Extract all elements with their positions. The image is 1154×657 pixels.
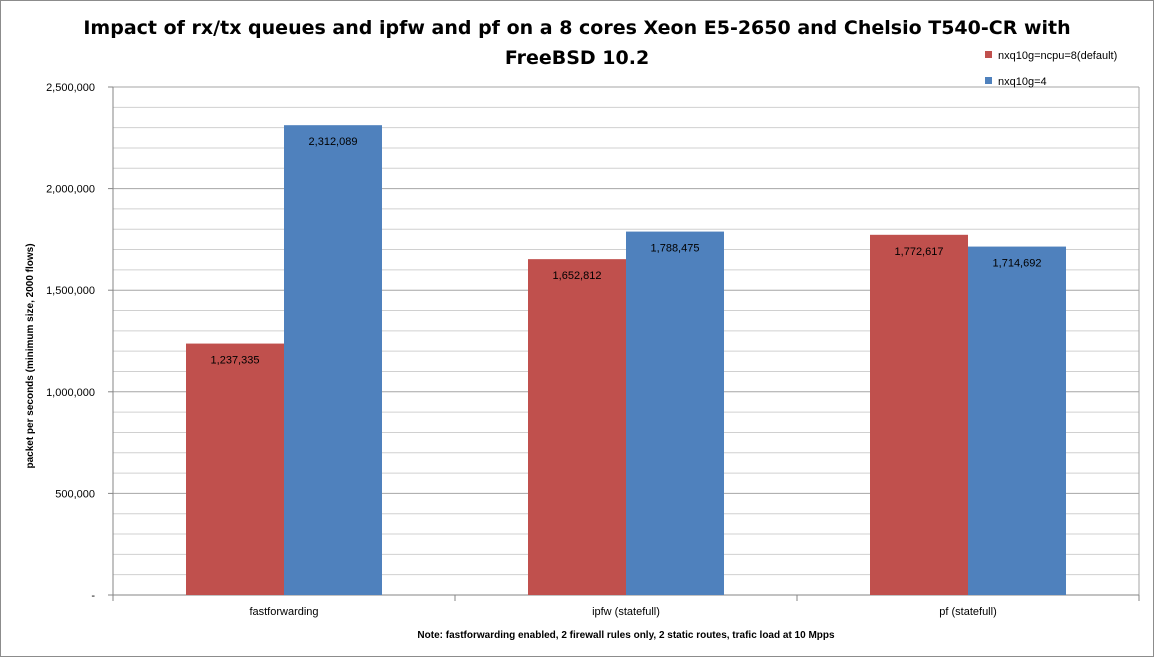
chart-title: Impact of rx/tx queues and ipfw and pf o… [83,17,1070,69]
y-axis-title: packet per seconds (minimum size, 2000 f… [25,243,36,468]
legend-entry: nxq10g=ncpu=8(default) [998,50,1117,62]
y-tick-label: 1,500,000 [46,285,95,297]
x-axis-title: Note: fastforwarding enabled, 2 firewall… [417,630,835,641]
bar [186,343,284,595]
chart-title-line: Impact of rx/tx queues and ipfw and pf o… [83,17,1070,39]
bar [626,231,724,595]
chart-title-line: FreeBSD 10.2 [505,47,649,69]
legend-entry: nxq10g=4 [998,76,1047,88]
y-tick-label: 2,500,000 [46,82,95,94]
x-category-label: ipfw (statefull) [592,606,660,618]
data-labels: 1,237,335 1,652,812 1,772,617 2,312,089 1,78… [211,136,1042,366]
bar-value-label: 1,788,475 [651,243,700,255]
bar-value-label: 1,714,692 [993,258,1042,270]
bar [870,234,968,595]
bar-value-label: 1,652,812 [553,270,602,282]
bar [968,246,1066,595]
y-tick-label: 500,000 [55,488,95,500]
legend-swatch [985,51,992,58]
y-tick-label: 1,000,000 [46,387,95,399]
x-category-label: fastforwarding [249,606,318,618]
bar [528,259,626,595]
x-category-label: pf (statefull) [939,606,996,618]
bars [186,125,1066,595]
bar [284,125,382,595]
bar-value-label: 1,772,617 [895,246,944,258]
y-tick-label: 2,000,000 [46,184,95,196]
bar-value-label: 2,312,089 [309,136,358,148]
bar-value-label: 1,237,335 [211,355,260,367]
legend-swatch [985,77,992,84]
y-tick-label: - [91,590,95,602]
legend: nxq10g=ncpu=8(default) nxq10g=4 [985,50,1117,88]
